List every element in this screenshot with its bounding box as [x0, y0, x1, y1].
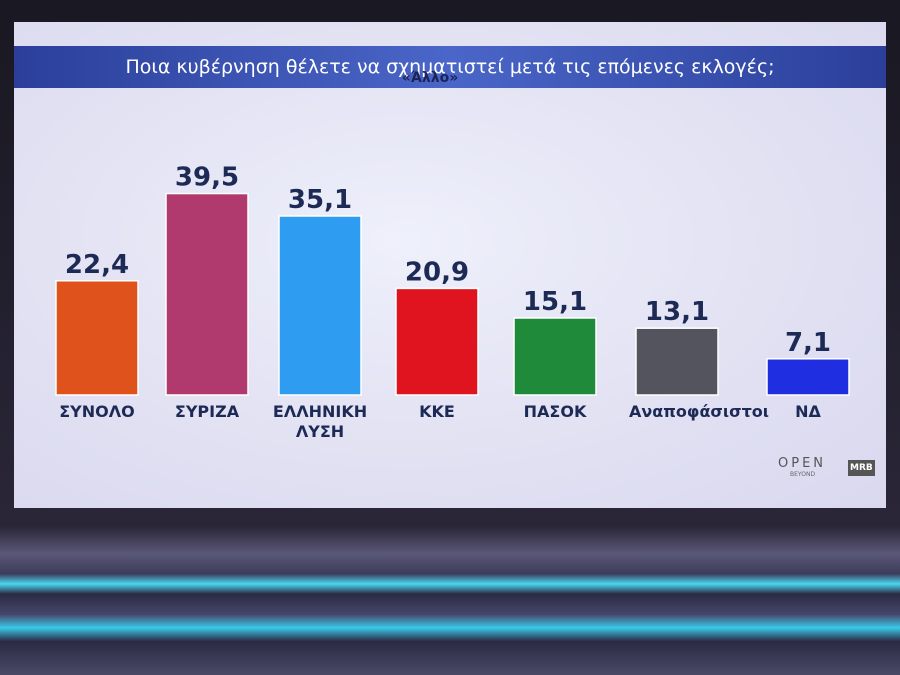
category-label: ΣΥΡΙΖΑ: [174, 402, 240, 421]
title-bar: [14, 46, 886, 88]
category-label-box: ΣΥΝΟΛΟ: [47, 402, 147, 422]
category-label: ΠΑΣΟΚ: [523, 402, 587, 421]
value-label: 39,5: [175, 163, 239, 193]
category-label: ΝΔ: [795, 402, 821, 421]
value-label: 15,1: [523, 287, 587, 317]
category-label: ΣΥΝΟΛΟ: [59, 402, 135, 421]
category-label-box: ΠΑΣΟΚ: [505, 402, 605, 422]
bar: [766, 358, 850, 396]
value-label: 22,4: [65, 250, 129, 280]
value-label: 20,9: [405, 257, 469, 287]
logo: OPEN: [778, 456, 827, 471]
bar: [165, 192, 249, 396]
bar: [395, 287, 479, 396]
value-label: 35,1: [288, 185, 352, 215]
category-label-box: ΚΚΕ: [387, 402, 487, 422]
value-label: 13,1: [645, 297, 709, 327]
category-label-box: ΝΔ: [758, 402, 858, 422]
category-label-box: Αναποφάσιστοι: [627, 402, 770, 422]
value-label: 7,1: [785, 328, 831, 358]
source-logo: MRB: [848, 460, 875, 476]
chart-subtitle: «Άλλο»: [401, 70, 459, 86]
chart-panel: [14, 22, 886, 508]
category-label-box: ΣΥΡΙΖΑ: [157, 402, 257, 422]
category-label: ΕΛΛΗΝΙΚΗ ΛΥΣΗ: [272, 402, 368, 441]
bar: [513, 317, 597, 396]
bar: [55, 280, 139, 396]
category-label: ΚΚΕ: [419, 402, 455, 421]
bar: [635, 327, 719, 396]
category-label: Αναποφάσιστοι: [629, 402, 770, 421]
chart-title: Ποια κυβέρνηση θέλετε να σχηματιστεί μετ…: [125, 56, 775, 78]
category-label-box: ΕΛΛΗΝΙΚΗ ΛΥΣΗ: [270, 402, 370, 442]
logo-tagline: BEYOND: [790, 471, 816, 478]
bar: [278, 215, 362, 396]
